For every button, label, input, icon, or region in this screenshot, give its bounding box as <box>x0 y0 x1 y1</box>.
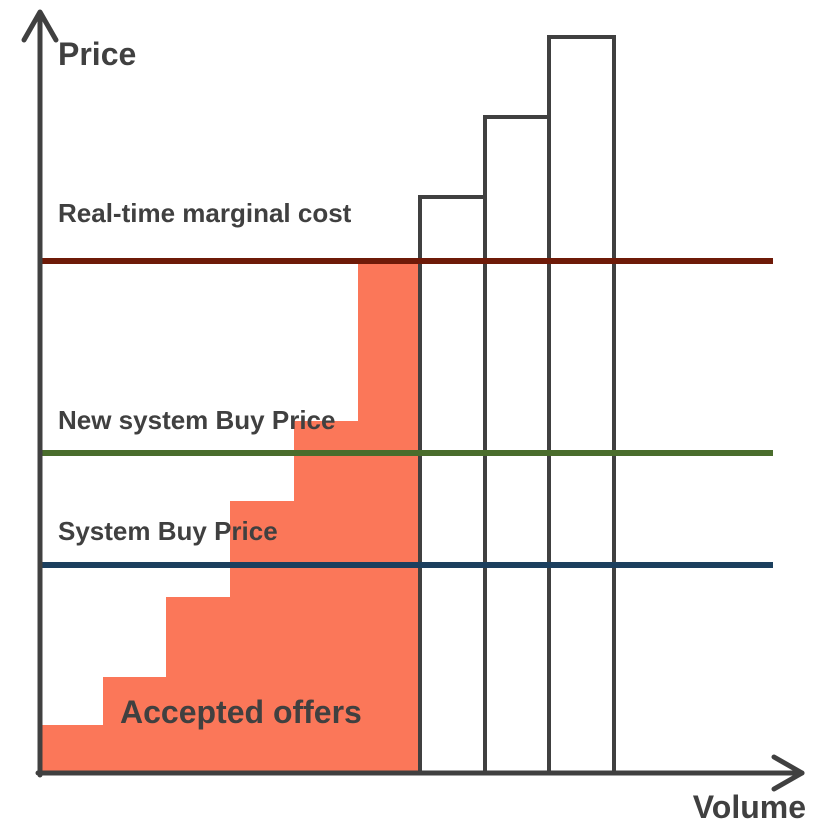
line-label: New system Buy Price <box>58 405 335 435</box>
offer-bar <box>547 35 616 775</box>
y-axis-arrow <box>21 9 59 43</box>
y-axis-label: Price <box>58 36 136 72</box>
offer-bars <box>418 35 616 775</box>
x-axis-arrow <box>771 754 805 792</box>
offer-bar <box>418 195 487 775</box>
accepted-offers-area <box>40 261 420 773</box>
line-label: System Buy Price <box>58 516 278 546</box>
offer-bar <box>483 115 551 775</box>
area-label: Accepted offers <box>120 694 362 730</box>
line-label: Real-time marginal cost <box>58 198 352 228</box>
x-axis-label: Volume <box>693 789 806 820</box>
